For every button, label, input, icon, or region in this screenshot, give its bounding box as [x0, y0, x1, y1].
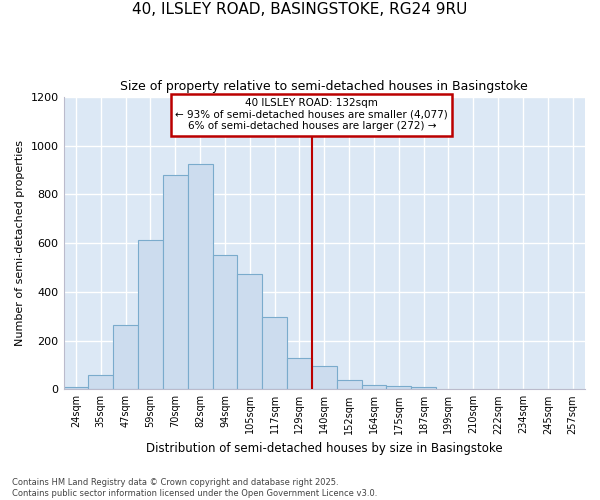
Bar — [411, 387, 436, 390]
Bar — [64, 387, 88, 390]
Bar — [238, 274, 262, 390]
Bar — [386, 386, 411, 390]
Bar — [337, 380, 362, 390]
Bar — [312, 366, 337, 390]
Text: Contains HM Land Registry data © Crown copyright and database right 2025.
Contai: Contains HM Land Registry data © Crown c… — [12, 478, 377, 498]
Bar — [362, 385, 386, 390]
Text: 40, ILSLEY ROAD, BASINGSTOKE, RG24 9RU: 40, ILSLEY ROAD, BASINGSTOKE, RG24 9RU — [133, 2, 467, 18]
Bar — [88, 376, 113, 390]
Title: Size of property relative to semi-detached houses in Basingstoke: Size of property relative to semi-detach… — [121, 80, 528, 93]
Bar — [287, 358, 312, 390]
Bar — [138, 240, 163, 390]
Bar — [163, 176, 188, 390]
X-axis label: Distribution of semi-detached houses by size in Basingstoke: Distribution of semi-detached houses by … — [146, 442, 503, 455]
Y-axis label: Number of semi-detached properties: Number of semi-detached properties — [15, 140, 25, 346]
Bar — [188, 164, 212, 390]
Text: 40 ILSLEY ROAD: 132sqm
← 93% of semi-detached houses are smaller (4,077)
6% of s: 40 ILSLEY ROAD: 132sqm ← 93% of semi-det… — [175, 98, 448, 132]
Bar — [436, 388, 461, 390]
Bar — [113, 324, 138, 390]
Bar — [262, 318, 287, 390]
Bar — [212, 254, 238, 390]
